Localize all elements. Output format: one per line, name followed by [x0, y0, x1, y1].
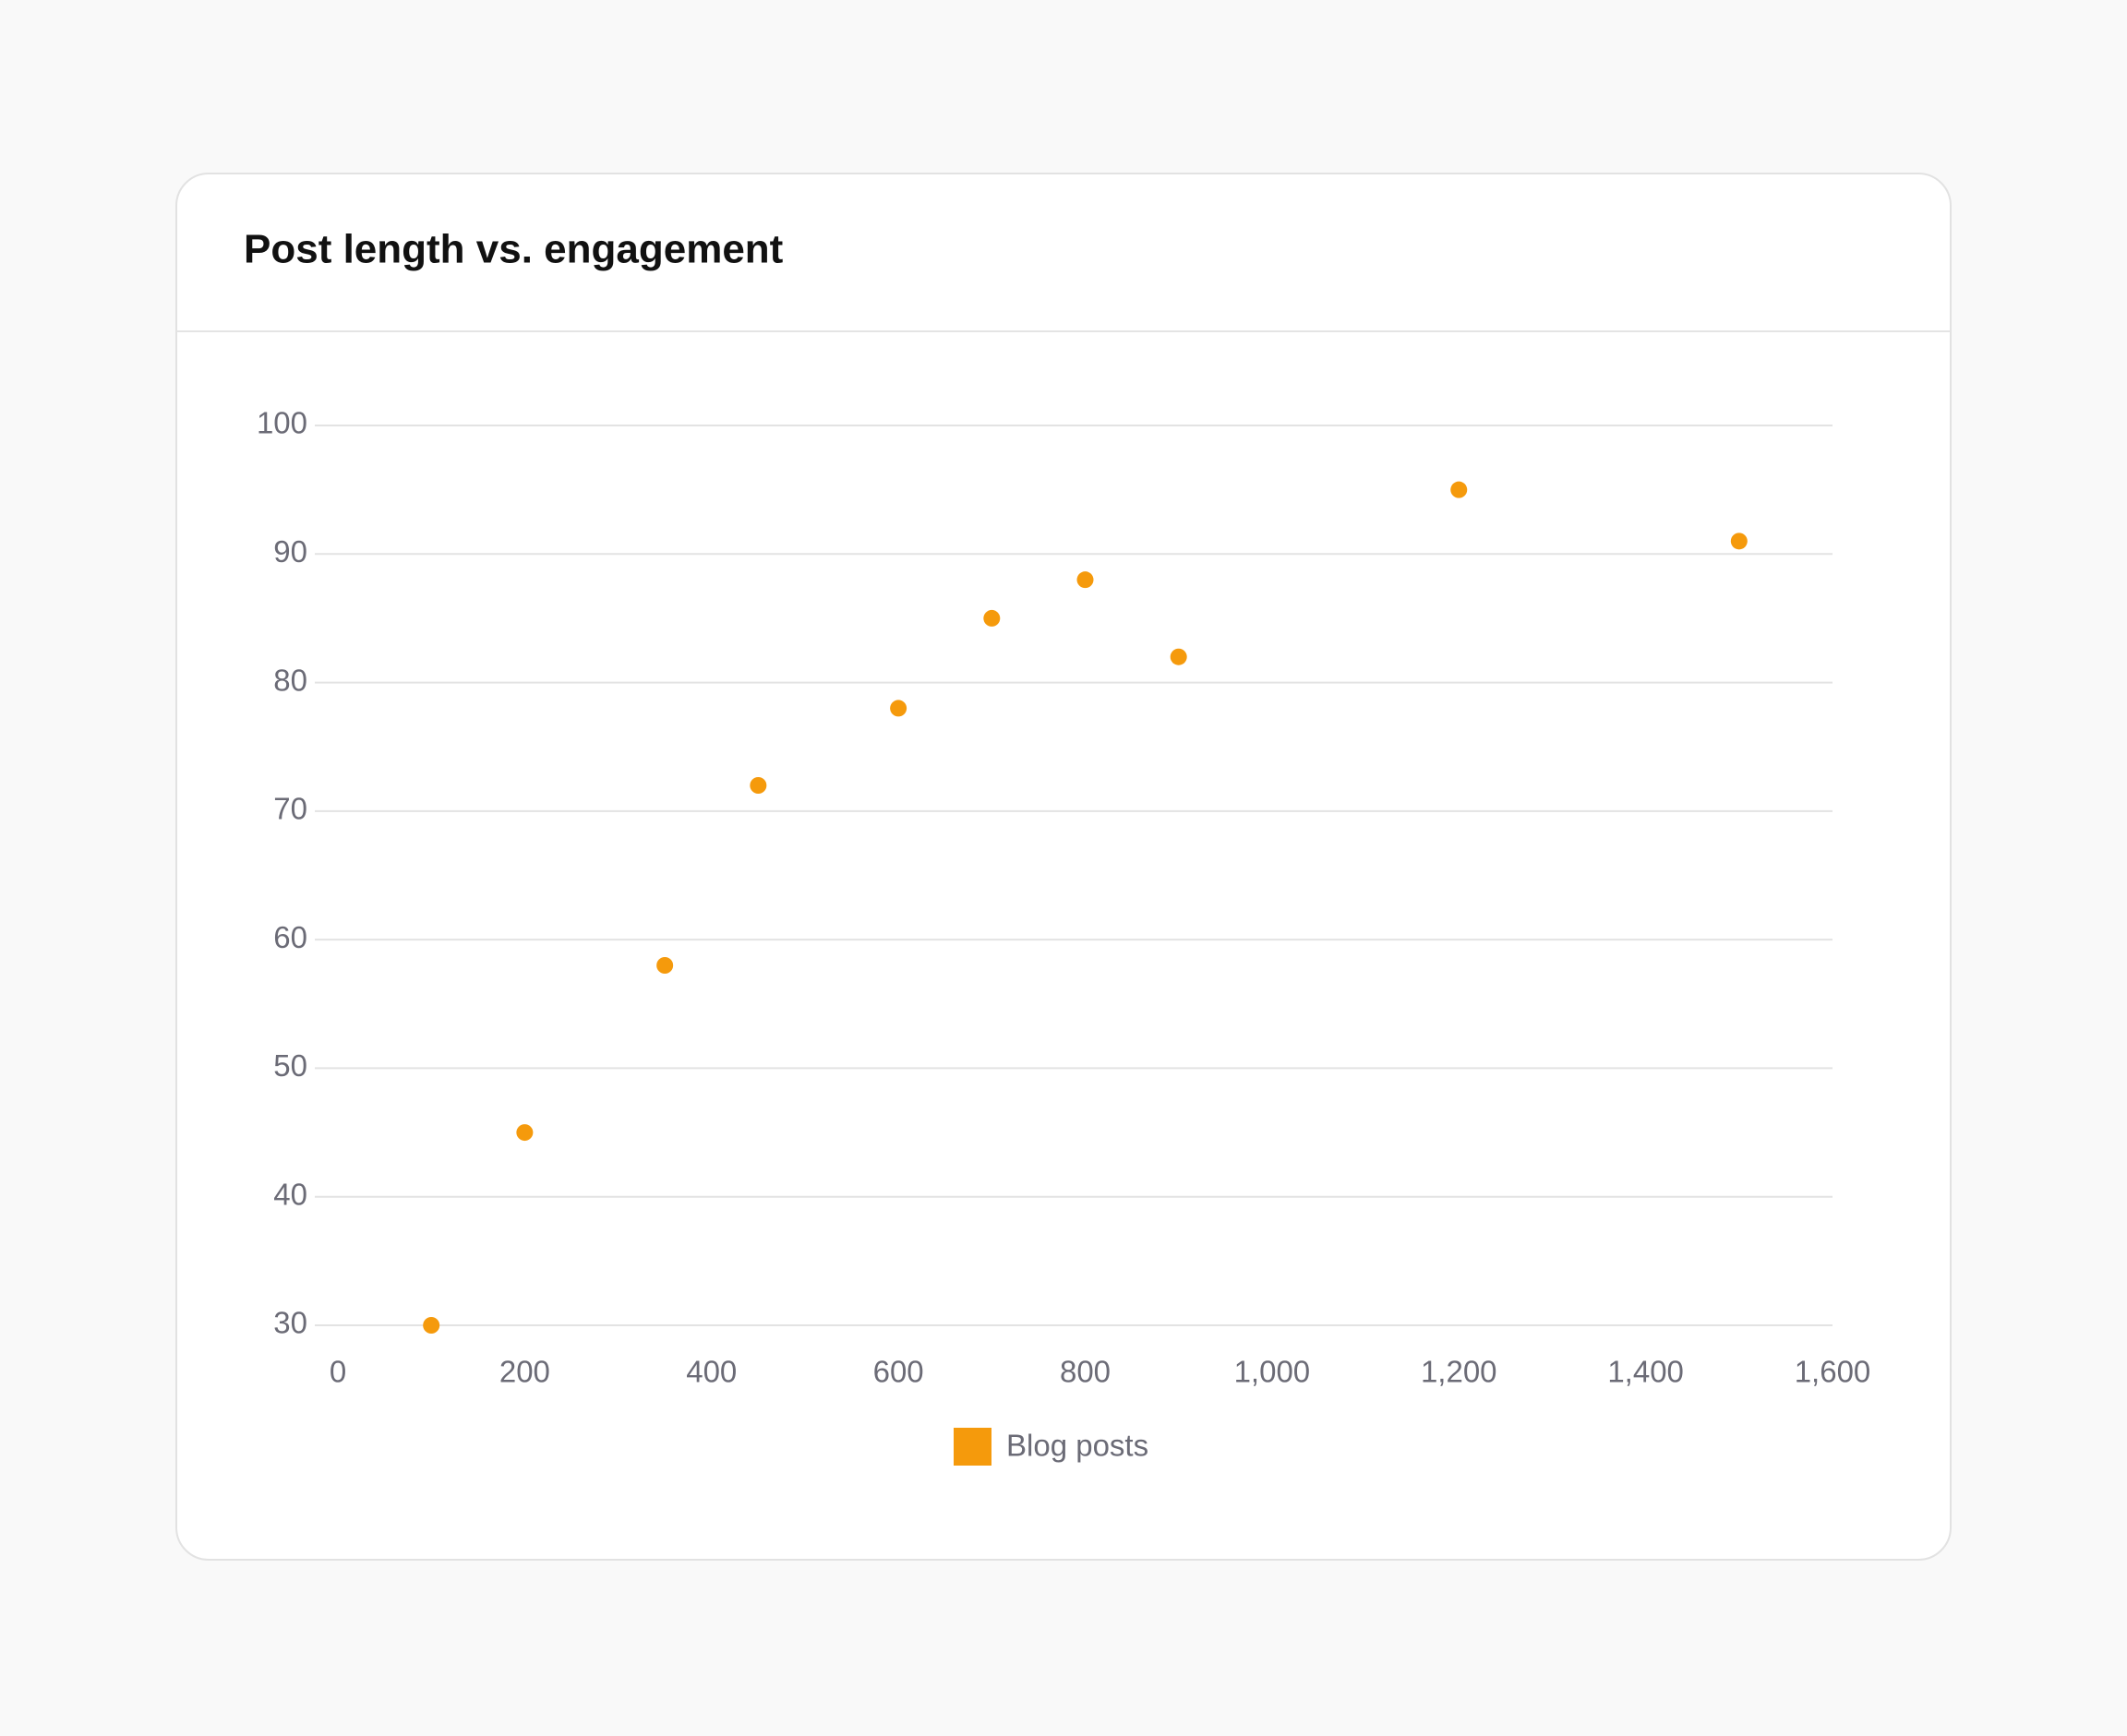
point: [1450, 481, 1468, 498]
point: [750, 777, 767, 794]
y-tick-label: 60: [273, 920, 307, 954]
point: [983, 609, 1001, 627]
x-tick-label: 200: [499, 1355, 550, 1389]
x-tick-label: 0: [330, 1355, 346, 1389]
y-tick-label: 100: [257, 406, 307, 440]
point: [516, 1124, 534, 1142]
point: [1076, 571, 1094, 589]
x-tick-label: 1,600: [1795, 1355, 1871, 1389]
x-tick-label: 1,000: [1234, 1355, 1311, 1389]
legend-swatch: [954, 1428, 991, 1466]
y-tick-label: 40: [273, 1177, 307, 1211]
point: [1730, 533, 1748, 550]
y-tick-label: 50: [273, 1048, 307, 1083]
x-tick-label: 1,400: [1607, 1355, 1684, 1389]
point: [890, 700, 907, 717]
point: [423, 1317, 440, 1334]
y-tick-label: 70: [273, 792, 307, 826]
x-tick-label: 600: [873, 1355, 924, 1389]
y-tick-label: 90: [273, 534, 307, 569]
legend-label: Blog posts: [1006, 1429, 1148, 1463]
chart-title: Post length vs. engagement: [244, 227, 784, 272]
y-tick-label: 30: [273, 1306, 307, 1340]
x-tick-label: 1,200: [1421, 1355, 1497, 1389]
y-tick-label: 80: [273, 663, 307, 697]
x-tick-label: 800: [1060, 1355, 1111, 1389]
x-tick-label: 400: [686, 1355, 737, 1389]
card: [175, 173, 1952, 1561]
point: [1170, 648, 1187, 665]
point: [656, 957, 674, 974]
